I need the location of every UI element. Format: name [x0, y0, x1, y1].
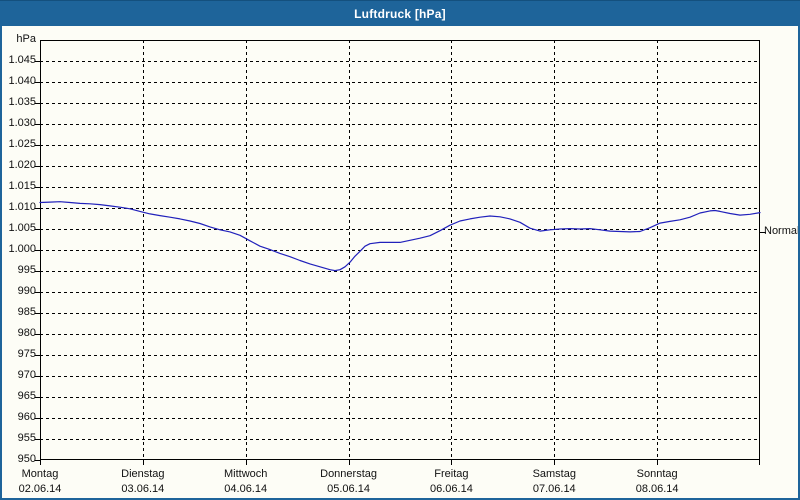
y-tick-label: 1.015: [8, 180, 36, 192]
window-titlebar: Luftdruck [hPa]: [0, 0, 800, 26]
y-tick-label: 960: [17, 411, 36, 423]
series-luftdruck: [39, 201, 761, 272]
weekday-date: 05.06.14: [327, 483, 370, 495]
weekday-name: Donnerstag: [320, 468, 377, 480]
y-tick-label: 1.000: [8, 243, 36, 255]
window-title: Luftdruck [hPa]: [354, 6, 446, 21]
weekday-name: Montag: [21, 468, 59, 480]
y-tick-label: 970: [17, 369, 36, 381]
y-tick-label: 985: [17, 306, 36, 318]
weekday-name: Mittwoch: [224, 468, 268, 480]
weekday-date: 04.06.14: [224, 483, 268, 495]
y-tick-label: 1.025: [8, 138, 36, 150]
y-tick-label: 1.010: [8, 201, 36, 213]
weekday-name: Dienstag: [121, 468, 165, 480]
y-tick-label: 1.030: [8, 117, 36, 129]
weekday-date: 07.06.14: [532, 483, 576, 495]
x-day-label: Sonntag 08.06.14: [602, 467, 712, 497]
y-tick-label: 1.035: [8, 96, 36, 108]
y-tick-label: 965: [17, 390, 36, 402]
y-tick-label: 955: [17, 432, 36, 444]
y-tick-label: 1.045: [8, 54, 36, 66]
y-tick-label: 975: [17, 348, 36, 360]
y-tick-label: 990: [17, 285, 36, 297]
y-tick-label: 950: [17, 453, 36, 465]
weekday-date: 08.06.14: [635, 483, 679, 495]
y-tick-label: 995: [17, 264, 36, 276]
weekday-name: Samstag: [532, 468, 576, 480]
y-tick-label: 980: [17, 327, 36, 339]
weekday-date: 06.06.14: [430, 483, 473, 495]
normal-marker-label: Normal: [764, 224, 800, 237]
x-day-label: Dienstag 03.06.14: [88, 467, 198, 497]
x-day-label: Donnerstag 05.06.14: [294, 467, 404, 497]
x-day-label: Mittwoch 04.06.14: [191, 467, 301, 497]
y-tick-label: 1.005: [8, 222, 36, 234]
x-day-label: Montag 02.06.14: [0, 467, 95, 497]
y-tick-label: 1.020: [8, 159, 36, 171]
pressure-line-chart: [35, 40, 766, 465]
y-tick-label: 1.040: [8, 75, 36, 87]
weekday-name: Freitag: [434, 468, 469, 480]
y-axis-unit-label: hPa: [16, 33, 36, 45]
weekday-date: 02.06.14: [18, 483, 62, 495]
x-day-label: Samstag 07.06.14: [499, 467, 609, 497]
weekday-date: 03.06.14: [121, 483, 165, 495]
weekday-name: Sonntag: [636, 468, 678, 480]
x-day-label: Freitag 06.06.14: [396, 467, 506, 497]
